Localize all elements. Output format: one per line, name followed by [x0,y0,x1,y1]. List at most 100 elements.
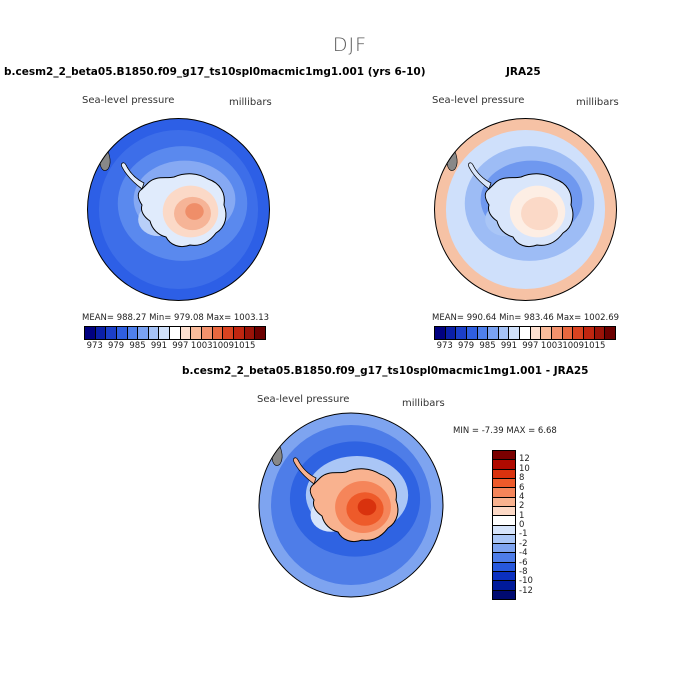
colorbar-swatch [106,327,117,339]
colorbar-swatch [435,327,446,339]
colorbar-swatch [594,327,606,339]
colorbar-tick-label: -4 [519,548,528,559]
colorbar-swatch [202,327,213,339]
peninsula-coastline [293,457,317,485]
obs-polar-map [434,118,617,301]
colorbar-tick-label: 997 [522,341,539,351]
model-panel-title: b.cesm2_2_beta05.B1850.f09_g17_ts10spl0m… [4,66,426,78]
colorbar-tick-label: 991 [500,341,518,351]
colorbar-swatch [493,451,515,461]
diff-colorbar-ticks: 12 10 8 6 4 2 1 0 -1 -2 -4 -6 -8 -10 -12 [519,450,559,600]
colorbar-swatch [493,544,515,554]
peninsula-coastline [468,162,492,190]
colorbar-tick-label: 979 [107,341,125,351]
colorbar-swatch [493,562,515,573]
colorbar-tick-label: 973 [436,341,453,351]
colorbar-tick-label: 1003 [540,341,563,351]
colorbar-swatch [493,469,515,479]
colorbar-swatch [541,327,553,339]
colorbar-swatch [159,327,171,339]
model-polar-map [87,118,270,301]
colorbar-tick-label: 1009 [212,341,234,351]
colorbar-swatch [605,327,615,339]
diff-minmax: MIN = -7.39 MAX = 6.68 [453,426,557,436]
colorbar-tick-label: 985 [129,341,146,351]
colorbar-swatch [488,327,499,339]
model-stats: MEAN= 988.27 Min= 979.08 Max= 1003.13 [82,313,270,323]
model-colorbar-swatches [84,326,266,340]
diff-variable-label: Sea-level pressure [257,394,350,405]
colorbar-tick-label: -6 [519,557,528,568]
colorbar-tick-label: 991 [150,341,168,351]
colorbar-swatch [477,327,489,339]
colorbar-swatch [493,506,515,517]
ice-contour [357,498,377,516]
colorbar-swatch [493,488,515,498]
colorbar-swatch [233,327,245,339]
colorbar-swatch [180,327,192,339]
colorbar-swatch [509,327,521,339]
colorbar-swatch [148,327,160,339]
colorbar-swatch [127,327,139,339]
obs-colorbar: 973 979 985 991 997 1003 1009 1015 [434,326,616,352]
colorbar-swatch [493,478,515,489]
colorbar-tick-label: 1009 [562,341,584,351]
colorbar-tick-label: 8 [519,473,525,484]
colorbar-swatch [191,327,203,339]
colorbar-swatch [223,327,234,339]
model-units-label: millibars [229,97,272,108]
obs-variable-label: Sea-level pressure [432,95,525,106]
colorbar-tick-label: 985 [479,341,496,351]
colorbar-swatch [520,327,531,339]
model-variable-label: Sea-level pressure [82,95,175,106]
obs-colorbar-ticks: 973 979 985 991 997 1003 1009 1015 [434,340,616,352]
colorbar-swatch [85,327,96,339]
colorbar-tick-label: 1015 [583,341,606,351]
colorbar-swatch [493,572,515,582]
colorbar-swatch [244,327,256,339]
colorbar-tick-label: 979 [457,341,475,351]
colorbar-swatch [562,327,574,339]
colorbar-tick-label: 12 [519,454,530,465]
colorbar-swatch [456,327,467,339]
colorbar-swatch [212,327,224,339]
colorbar-swatch [466,327,478,339]
colorbar-swatch [493,590,515,599]
colorbar-swatch [493,460,515,470]
colorbar-swatch [255,327,265,339]
model-colorbar: 973 979 985 991 997 1003 1009 1015 [84,326,266,352]
obs-panel-title: JRA25 [506,66,541,78]
ice-contour [185,203,204,220]
colorbar-swatch [552,327,563,339]
colorbar-tick-label: 2 [519,501,525,512]
peninsula-coastline [121,162,145,190]
colorbar-swatch [493,525,515,535]
model-colorbar-ticks: 973 979 985 991 997 1003 1009 1015 [84,340,266,352]
colorbar-tick-label: 10 [519,463,530,474]
colorbar-swatch [95,327,107,339]
colorbar-tick-label: -12 [519,585,533,596]
colorbar-swatch [493,553,515,563]
colorbar-swatch [493,516,515,526]
colorbar-swatch [493,581,515,591]
colorbar-tick-label: 1 [519,510,525,521]
colorbar-tick-label: -8 [519,566,528,577]
colorbar-swatch [583,327,595,339]
colorbar-tick-label: 997 [172,341,189,351]
colorbar-tick-label: -10 [519,576,533,587]
colorbar-swatch [573,327,584,339]
colorbar-swatch [445,327,457,339]
diff-units-label: millibars [402,398,445,409]
colorbar-swatch [530,327,542,339]
diff-colorbar-swatches [492,450,516,600]
colorbar-tick-label: 1015 [233,341,256,351]
colorbar-tick-label: 6 [519,482,525,493]
colorbar-tick-label: 0 [519,520,525,530]
colorbar-tick-label: -2 [519,538,528,549]
colorbar-swatch [138,327,149,339]
ice-contour [521,196,558,231]
colorbar-swatch [170,327,181,339]
colorbar-swatch [493,497,515,507]
colorbar-swatch [493,534,515,545]
colorbar-swatch [116,327,128,339]
